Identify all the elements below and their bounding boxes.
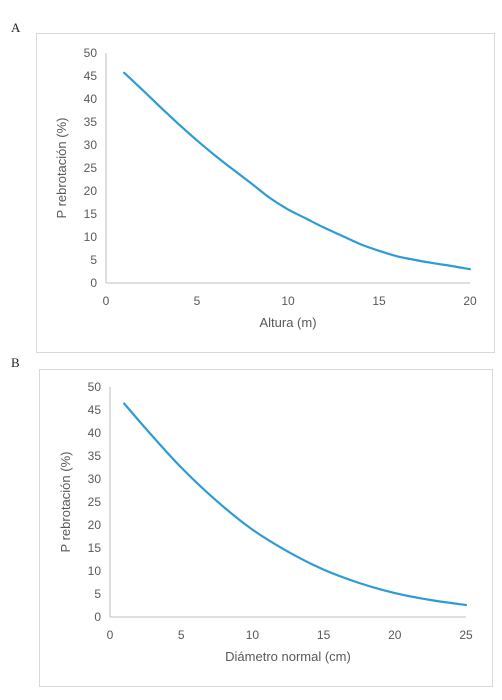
chart-1-y-tick-label: 35 [88,449,102,463]
chart-1-x-tick-label: 0 [107,628,114,642]
chart-0-x-axis-title: Altura (m) [259,315,316,330]
chart-1-y-tick-label: 30 [88,472,102,486]
chart-a: 0 5 10 15 20 25 30 35 40 45 50 0 5 10 15 20 Altura (m) P … [54,46,477,330]
chart-0-y-tick-label: 0 [90,276,97,290]
chart-1-series-line [123,402,468,607]
chart-1-y-tick-label: 5 [94,587,101,601]
chart-1-x-axis-title: Diámetro normal (cm) [225,649,351,664]
chart-a-frame: 0 5 10 15 20 25 30 35 40 45 50 0 5 10 15 20 Altura (m) P … [36,33,495,353]
chart-0-y-tick-label: 15 [84,207,98,221]
chart-0-y-tick-label: 40 [84,92,98,106]
chart-1-x-tick-label: 5 [178,628,185,642]
panel-label-a: A [11,20,21,35]
chart-1-y-tick-label: 15 [88,541,102,555]
panel-label-b: B [11,355,20,370]
chart-0-y-tick-label: 35 [84,115,98,129]
chart-1-y-tick-label: 40 [88,426,102,440]
chart-0-x-tick-label: 20 [463,294,477,308]
chart-1-x-tick-label: 25 [459,628,473,642]
chart-0-x-tick-label: 5 [194,294,201,308]
chart-b-frame: 0 5 10 15 20 25 30 35 40 45 50 0 5 10 15 20 25 Diámetro n… [39,369,493,687]
chart-0-x-tick-label: 10 [281,294,295,308]
chart-1-y-tick-label: 20 [88,518,102,532]
chart-1-x-tick-label: 20 [388,628,402,642]
chart-b: 0 5 10 15 20 25 30 35 40 45 50 0 5 10 15 20 25 Diámetro n… [58,380,473,664]
chart-0-x-tick-label: 0 [103,294,110,308]
chart-0-y-axis-title: P rebrotación (%) [54,118,69,219]
chart-0-y-tick-label: 30 [84,138,98,152]
chart-1-y-tick-label: 0 [94,610,101,624]
chart-1-y-axis-title: P rebrotación (%) [58,452,73,553]
chart-0-y-tick-label: 20 [84,184,98,198]
chart-0-y-tick-label: 50 [84,46,98,60]
chart-1-x-tick-label: 15 [317,628,331,642]
chart-0-y-tick-label: 25 [84,161,98,175]
chart-0-y-tick-label: 45 [84,69,98,83]
chart-1-y-tick-label: 50 [88,380,102,394]
chart-1-y-tick-label: 45 [88,403,102,417]
chart-1-y-tick-label: 25 [88,495,102,509]
chart-0-y-tick-label: 10 [84,230,98,244]
chart-0-x-tick-label: 15 [372,294,386,308]
chart-0-y-tick-label: 5 [90,253,97,267]
chart-1-x-tick-label: 10 [246,628,260,642]
chart-1-y-tick-label: 10 [88,564,102,578]
chart-0-series-line [123,71,472,271]
